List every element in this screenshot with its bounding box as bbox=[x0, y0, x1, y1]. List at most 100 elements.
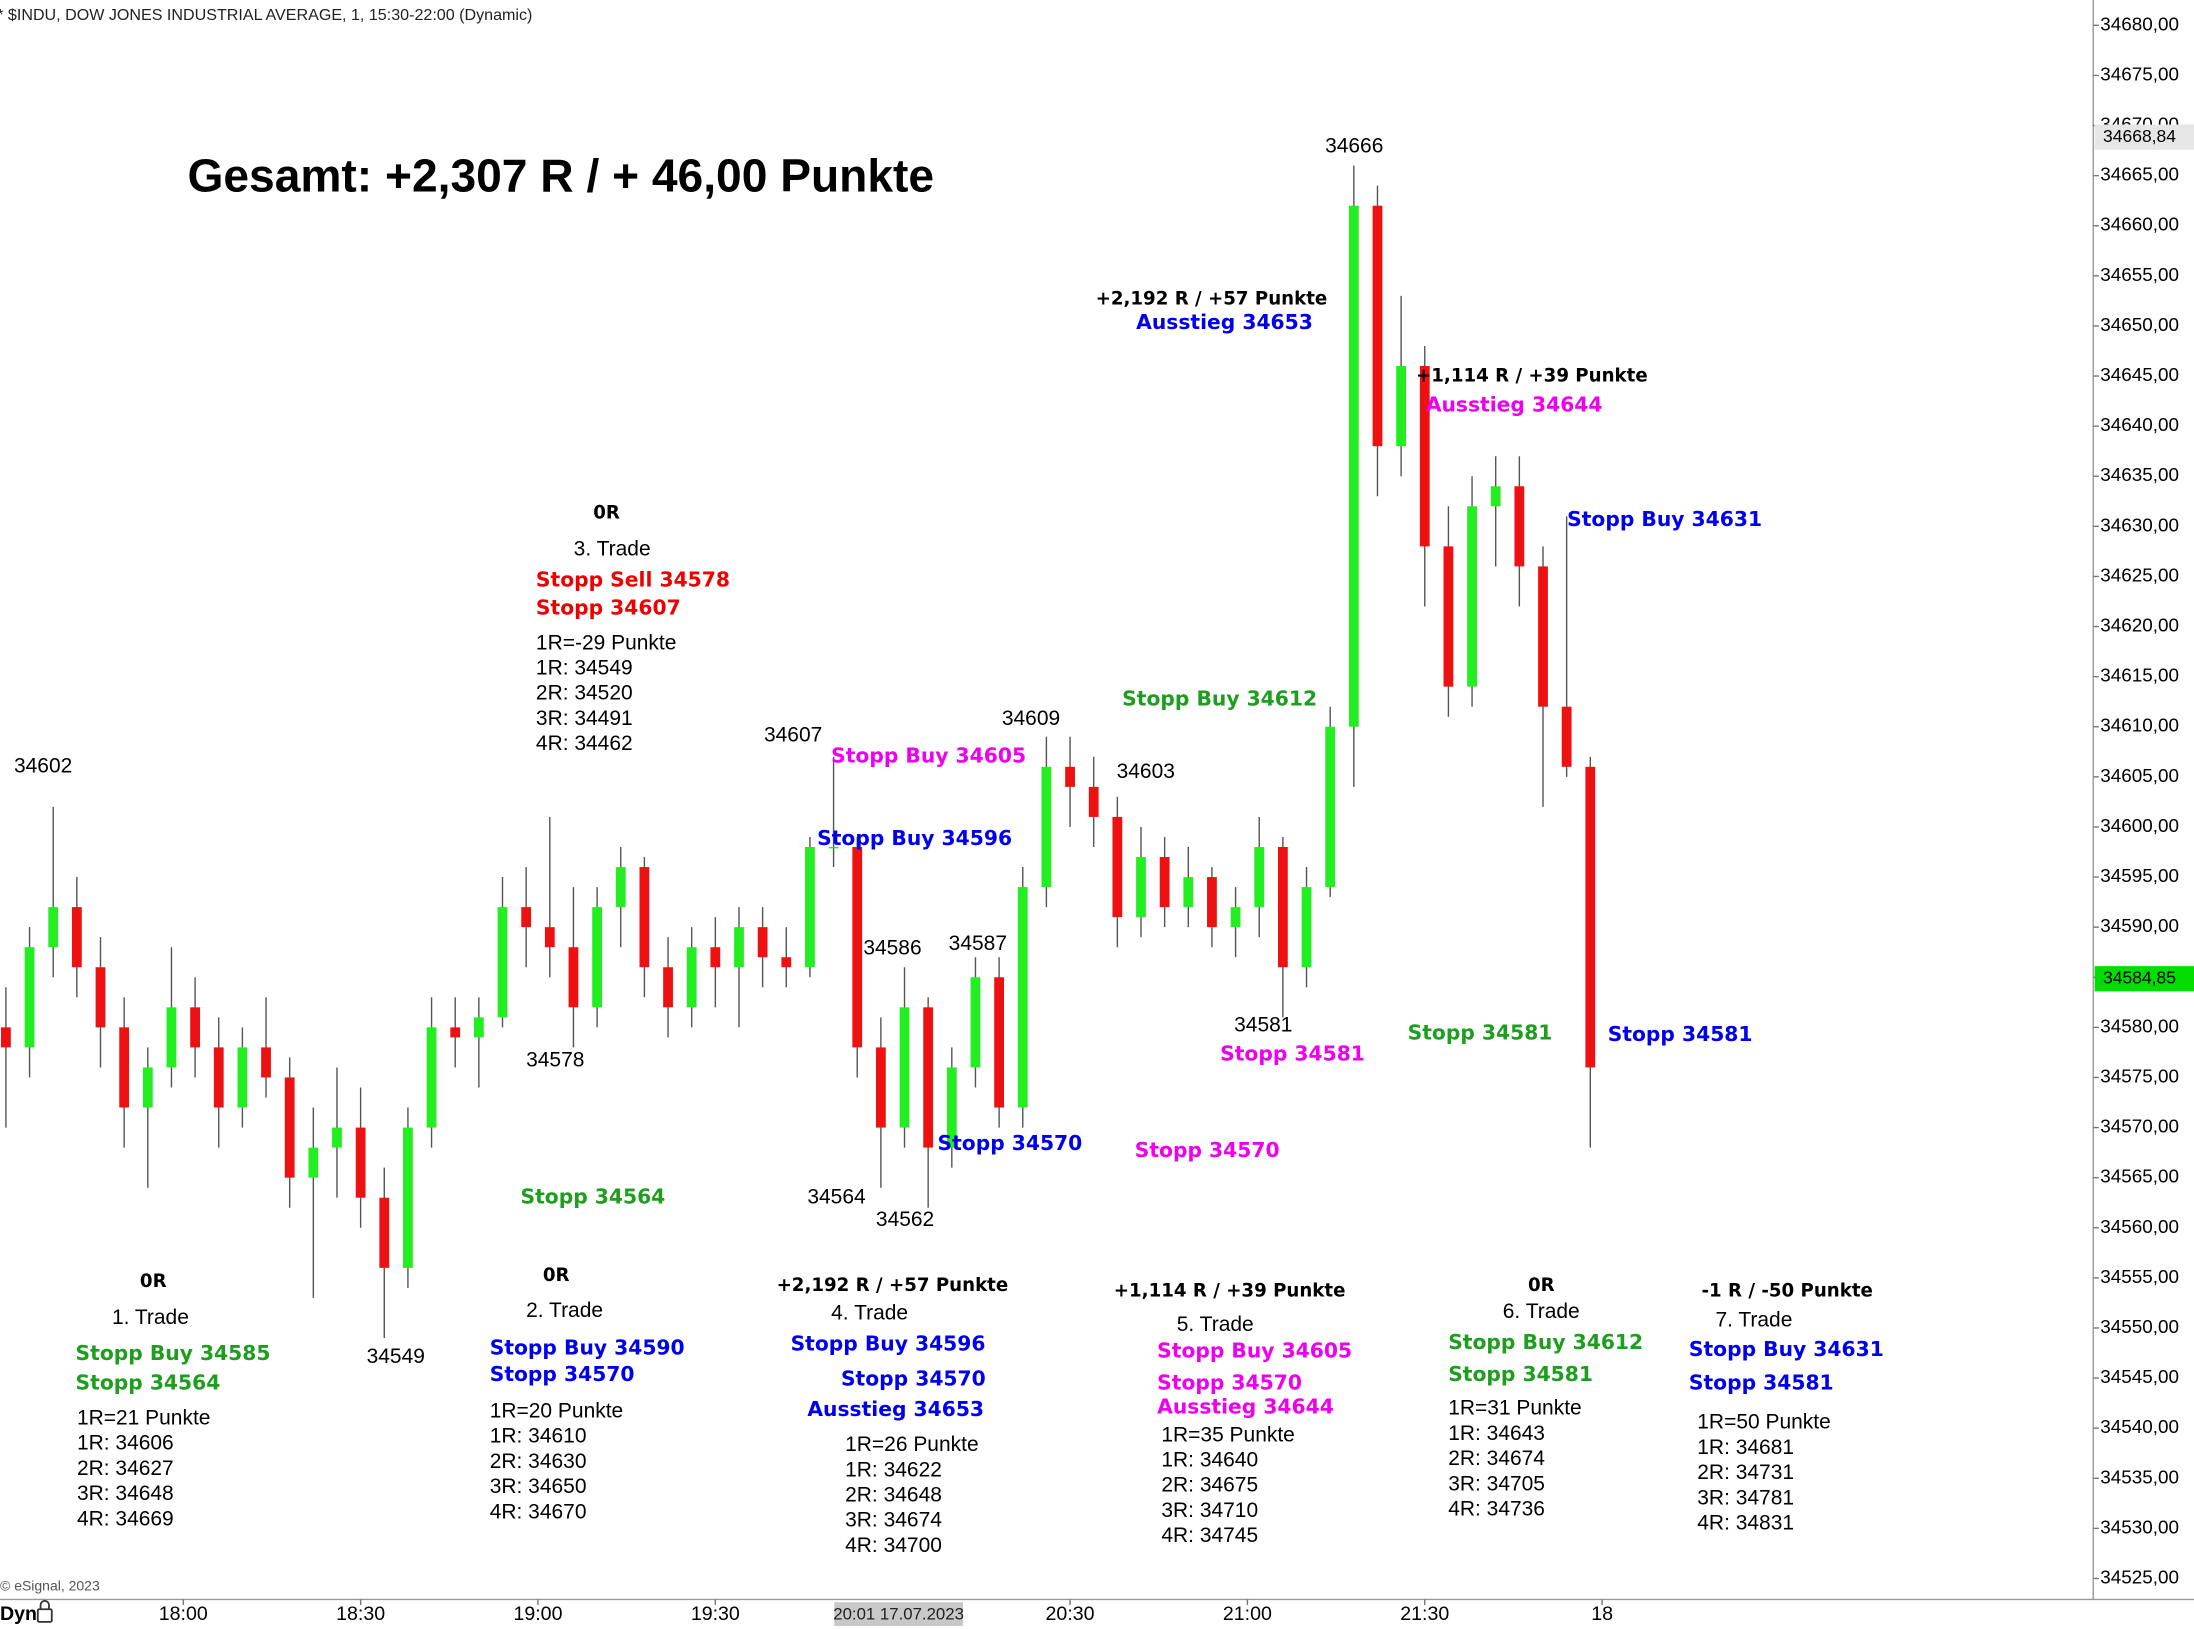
candle-body bbox=[284, 1077, 295, 1178]
annotation: 2. Trade bbox=[526, 1299, 603, 1322]
annotation: +2,192 R / +57 Punkte bbox=[777, 1275, 1009, 1296]
annotation: 1R: 34643 bbox=[1448, 1422, 1545, 1445]
annotation: 34587 bbox=[949, 932, 1007, 955]
candle-body bbox=[1490, 486, 1501, 507]
annotation: -1 R / -50 Punkte bbox=[1701, 1281, 1872, 1302]
candle-body bbox=[828, 846, 839, 849]
candle-body bbox=[852, 846, 863, 1048]
candle-body bbox=[875, 1047, 886, 1128]
annotation: 4R: 34670 bbox=[490, 1500, 587, 1523]
x-tick-label: 21:30 bbox=[1400, 1603, 1449, 1625]
x-tick-label: 20:30 bbox=[1046, 1603, 1095, 1625]
annotation: 3R: 34491 bbox=[536, 707, 633, 730]
annotation: 1R=20 Punkte bbox=[490, 1400, 623, 1423]
candles bbox=[1, 165, 1596, 1338]
candle-body bbox=[166, 1007, 177, 1068]
candle-body bbox=[1207, 877, 1217, 928]
annotation: 1R: 34610 bbox=[490, 1425, 587, 1448]
price-marker bbox=[2094, 124, 2194, 150]
y-tick-label: 34630,00 bbox=[2100, 515, 2179, 536]
y-tick-label: 34600,00 bbox=[2100, 816, 2179, 837]
candle-body bbox=[970, 977, 981, 1068]
y-tick-label: 34605,00 bbox=[2100, 766, 2179, 787]
candle-body bbox=[261, 1047, 271, 1078]
annotation: Stopp 34581 bbox=[1408, 1021, 1553, 1045]
annotation: 2R: 34675 bbox=[1161, 1474, 1258, 1497]
x-tick-label: 19:30 bbox=[691, 1603, 740, 1625]
chart-title: Gesamt: +2,307 R / + 46,00 Punkte bbox=[187, 149, 934, 201]
annotation: Stopp Buy 34612 bbox=[1448, 1330, 1643, 1354]
candle-body bbox=[592, 907, 602, 1008]
x-tick-label: 18:00 bbox=[159, 1603, 208, 1625]
annotation: 1. Trade bbox=[112, 1306, 189, 1329]
candle-body bbox=[805, 846, 815, 968]
annotation: 2R: 34627 bbox=[77, 1457, 174, 1480]
annotation: Stopp 34564 bbox=[521, 1184, 666, 1208]
x-tick-label: 18:30 bbox=[336, 1603, 385, 1625]
candle-body bbox=[1585, 766, 1596, 1068]
candle-body bbox=[686, 947, 697, 1008]
annotation: 34564 bbox=[807, 1185, 866, 1208]
candle-body bbox=[71, 907, 82, 968]
annotation: 1R: 34606 bbox=[77, 1432, 174, 1455]
y-tick-label: 34665,00 bbox=[2100, 165, 2179, 186]
candle-body bbox=[379, 1197, 390, 1268]
annotation: 34609 bbox=[1002, 707, 1060, 730]
annotation: 1R=31 Punkte bbox=[1448, 1397, 1581, 1420]
candle-body bbox=[1301, 887, 1312, 968]
candle-body bbox=[473, 1017, 484, 1038]
y-tick-label: 34660,00 bbox=[2100, 215, 2179, 236]
lock-icon[interactable] bbox=[36, 1599, 53, 1623]
candle-body bbox=[213, 1047, 224, 1108]
candle-body bbox=[1017, 887, 1028, 1108]
candle-body bbox=[403, 1127, 413, 1268]
annotation: 34602 bbox=[14, 754, 72, 777]
annotation: Stopp 34570 bbox=[1157, 1370, 1302, 1394]
copyright: © eSignal, 2023 bbox=[0, 1578, 100, 1594]
annotation: Stopp Buy 34585 bbox=[76, 1341, 271, 1365]
y-tick-label: 34610,00 bbox=[2100, 716, 2179, 737]
candle-body bbox=[237, 1047, 248, 1108]
y-tick-label: 34545,00 bbox=[2100, 1367, 2179, 1388]
annotation: Stopp 34570 bbox=[841, 1366, 986, 1390]
annotation: Stopp 34570 bbox=[937, 1131, 1082, 1155]
y-tick-label: 34650,00 bbox=[2100, 315, 2179, 336]
y-tick-label: 34625,00 bbox=[2100, 565, 2179, 586]
candle-body bbox=[95, 967, 106, 1028]
annotation: 34578 bbox=[526, 1048, 584, 1071]
annotation: 34586 bbox=[863, 936, 921, 959]
annotation: Stopp 34581 bbox=[1608, 1022, 1753, 1046]
annotation: 0R bbox=[593, 503, 620, 524]
annotation: +1,114 R / +39 Punkte bbox=[1416, 366, 1648, 387]
y-tick-label: 34655,00 bbox=[2100, 265, 2179, 286]
candle-body bbox=[544, 927, 555, 948]
annotation: 1R: 34640 bbox=[1161, 1448, 1258, 1471]
y-tick-label: 34540,00 bbox=[2100, 1417, 2179, 1438]
y-tick-label: 34615,00 bbox=[2100, 666, 2179, 687]
candle-body bbox=[1112, 816, 1123, 918]
annotation: Ausstieg 34653 bbox=[807, 1397, 984, 1421]
annotation: 34666 bbox=[1325, 135, 1383, 158]
y-tick-label: 34635,00 bbox=[2100, 465, 2179, 486]
candle-body bbox=[899, 1007, 910, 1128]
y-tick-label: 34560,00 bbox=[2100, 1217, 2179, 1238]
candle-body bbox=[1065, 766, 1075, 787]
candle-body bbox=[568, 947, 579, 1008]
annotation: Ausstieg 34653 bbox=[1136, 310, 1313, 334]
y-tick-label: 34555,00 bbox=[2100, 1267, 2179, 1288]
annotation: 2R: 34630 bbox=[490, 1450, 587, 1473]
annotation: Stopp 34581 bbox=[1448, 1362, 1593, 1386]
annotation: 34607 bbox=[764, 724, 822, 747]
annotation: 1R=50 Punkte bbox=[1697, 1411, 1830, 1434]
candle-body bbox=[1419, 366, 1430, 547]
y-tick-label: 34535,00 bbox=[2100, 1467, 2179, 1488]
y-tick-label: 34530,00 bbox=[2100, 1517, 2179, 1538]
annotation: Stopp 34570 bbox=[490, 1362, 635, 1386]
annotation: 2R: 34520 bbox=[536, 682, 633, 705]
y-tick-label: 34620,00 bbox=[2100, 616, 2179, 637]
y-tick-label: 34595,00 bbox=[2100, 866, 2179, 887]
candle-body bbox=[190, 1007, 200, 1048]
annotation: 4R: 34700 bbox=[845, 1534, 942, 1557]
annotation: Stopp 34581 bbox=[1689, 1370, 1834, 1394]
candle-body bbox=[24, 947, 35, 1048]
